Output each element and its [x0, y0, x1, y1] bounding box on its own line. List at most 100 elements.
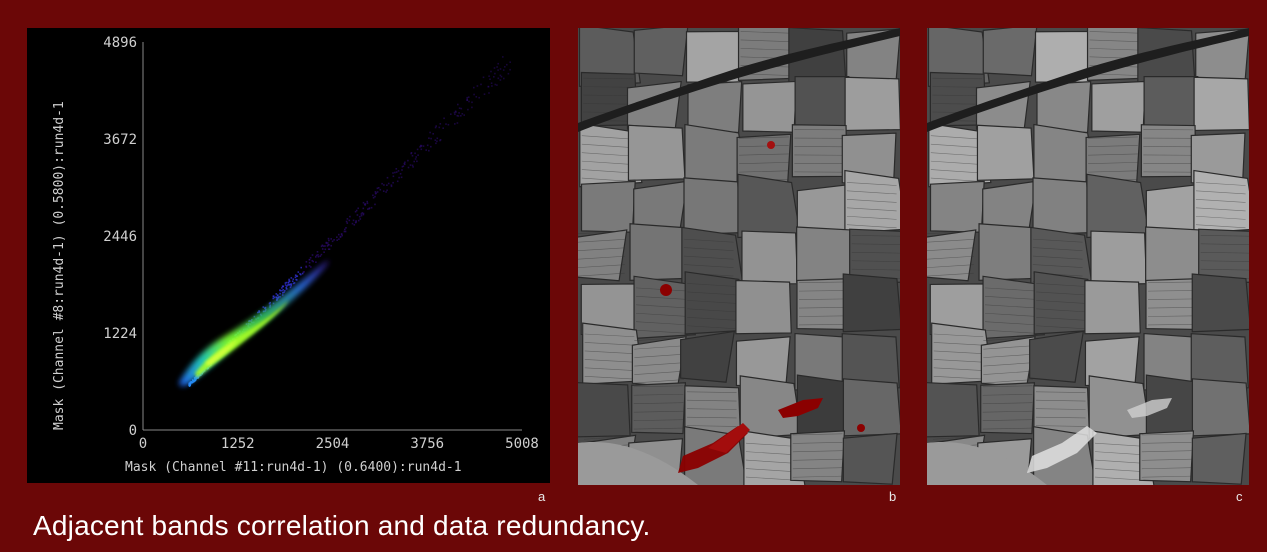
scatter-point — [401, 169, 403, 171]
scatter-point — [324, 245, 326, 247]
scatter-point — [454, 123, 456, 125]
scatter-point — [264, 306, 267, 309]
scatter-point — [385, 191, 387, 193]
scatter-point — [401, 165, 404, 168]
scatter-point — [443, 117, 445, 120]
red-area-3 — [778, 398, 823, 418]
furrow-line — [798, 323, 849, 326]
scatter-point — [308, 265, 311, 267]
scatter-point — [316, 251, 319, 253]
scatter-point — [321, 248, 324, 250]
furrow-line — [578, 239, 625, 243]
scatter-point — [386, 189, 388, 192]
scatter-point — [322, 245, 325, 247]
field-parcel — [631, 382, 687, 435]
scatter-point — [497, 62, 499, 65]
furrow-line — [1088, 145, 1138, 148]
scatter-point — [285, 287, 288, 290]
scatter-point — [317, 255, 320, 258]
scatter-point — [395, 168, 398, 170]
furrow-line — [927, 264, 974, 268]
scatter-point — [399, 173, 402, 175]
furrow-line — [633, 385, 684, 388]
furrow-line — [687, 316, 737, 321]
scatter-point — [420, 145, 422, 148]
furrow-line — [633, 410, 684, 413]
scatter-point — [407, 166, 410, 169]
field-parcel — [742, 80, 798, 133]
scatter-point — [480, 83, 482, 86]
furrow-line — [1094, 468, 1145, 473]
furrow-line — [1200, 235, 1249, 237]
scatter-point — [455, 111, 457, 113]
scatter-point — [189, 384, 191, 386]
scatter-point — [282, 292, 284, 294]
scatter-point — [272, 295, 275, 298]
scatter-point — [435, 125, 437, 127]
scatter-point — [295, 275, 298, 278]
scatter-point — [497, 69, 499, 71]
furrow-line — [686, 399, 737, 402]
scatter-point — [325, 241, 328, 244]
furrow-line — [686, 408, 737, 410]
furrow-line — [1032, 255, 1083, 260]
scatter-point — [457, 115, 460, 117]
scatter-point — [292, 278, 295, 280]
furrow-line — [983, 336, 1034, 342]
furrow-line — [687, 308, 737, 313]
field-parcel — [842, 273, 900, 333]
scatter-point — [359, 218, 362, 220]
furrow-line — [1036, 283, 1086, 287]
furrow-line — [686, 425, 737, 427]
scatter-point — [344, 230, 347, 233]
scatter-point — [387, 182, 390, 185]
furrow-line — [1032, 238, 1083, 243]
scatter-point — [355, 221, 357, 223]
furrow-line — [1036, 316, 1086, 321]
field-parcel — [1029, 330, 1085, 383]
scatter-point — [269, 304, 271, 307]
scatter-point — [390, 184, 393, 186]
scatter-point — [416, 148, 419, 151]
furrow-line — [983, 345, 1034, 350]
scatter-point — [458, 107, 461, 109]
scatter-point — [422, 145, 425, 147]
scatter-point — [362, 201, 365, 204]
scatter-point — [392, 172, 394, 174]
scatter-point — [396, 180, 399, 183]
scatter-point — [279, 289, 281, 291]
scatter-point — [344, 228, 346, 231]
furrow-line — [985, 296, 1035, 300]
furrow-line — [933, 350, 984, 354]
scatter-point — [435, 142, 437, 145]
scatter-point — [496, 84, 498, 86]
scatter-point — [328, 239, 330, 242]
red-area-2 — [708, 423, 750, 453]
scatter-point — [509, 61, 511, 63]
furrow-line — [739, 136, 789, 139]
scatter-point — [282, 289, 284, 291]
scatter-point — [491, 85, 493, 87]
scatter-point — [471, 101, 473, 104]
scatter-point — [397, 170, 400, 172]
field-parcel — [1190, 333, 1249, 391]
bright-area-2 — [1127, 398, 1172, 418]
scatter-point — [374, 192, 377, 195]
aerial-image-c — [927, 28, 1249, 485]
scatter-point — [404, 163, 406, 166]
furrow-line — [578, 264, 625, 268]
furrow-line — [1195, 182, 1246, 186]
furrow-line — [636, 304, 686, 309]
scatter-point — [429, 131, 431, 134]
furrow-line — [633, 419, 684, 421]
furrow-line — [1089, 48, 1140, 51]
figure-caption: Adjacent bands correlation and data redu… — [33, 510, 651, 541]
scatter-point — [361, 212, 364, 214]
furrow-line — [745, 451, 796, 456]
scatter-point — [339, 235, 342, 238]
scatter-point — [412, 166, 414, 168]
scatter-point — [358, 215, 361, 218]
furrow-line — [930, 177, 981, 182]
scatter-point — [366, 202, 369, 205]
scatter-point — [413, 160, 415, 163]
